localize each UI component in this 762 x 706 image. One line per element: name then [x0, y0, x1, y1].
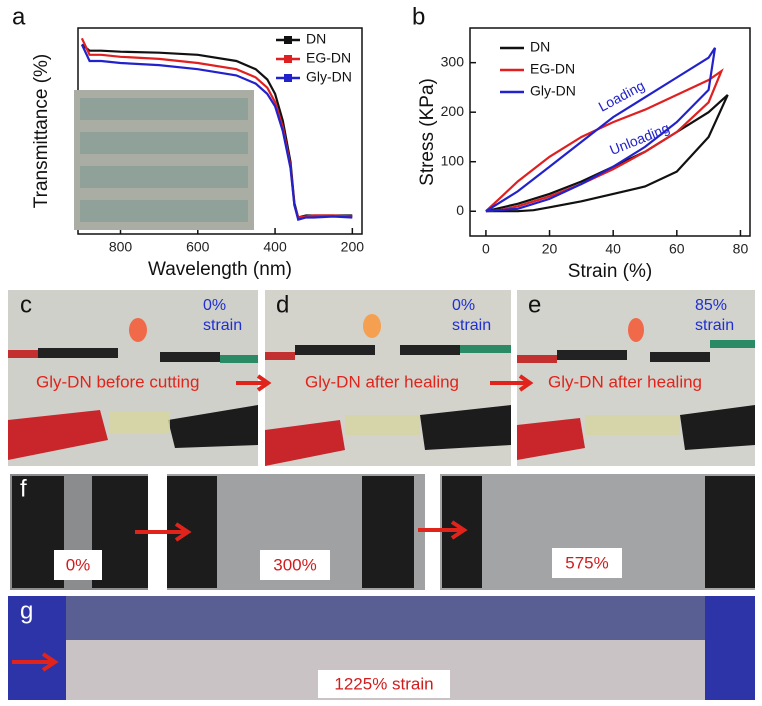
- strain-value: 0%: [203, 297, 226, 314]
- x-tick-label: 80: [733, 241, 749, 257]
- photo-g: g 1225% strain: [8, 596, 755, 700]
- panel-letter: b: [412, 3, 425, 30]
- strain-label: 300%: [273, 555, 316, 574]
- legend-label: Gly-DN: [306, 69, 352, 85]
- strain-label: 575%: [565, 553, 608, 572]
- panel-letter: c: [20, 291, 32, 318]
- arrow: [236, 374, 272, 392]
- x-tick-label: 0: [482, 241, 490, 257]
- strain-label: 1225% strain: [334, 674, 433, 693]
- strain-value: 0%: [452, 297, 475, 314]
- panel-letter: e: [528, 291, 541, 318]
- strain-label: 0%: [66, 555, 91, 574]
- legend-label: EG-DN: [306, 50, 351, 66]
- y-tick-label: 200: [441, 103, 465, 119]
- panel-letter: a: [12, 3, 26, 30]
- series-line: [485, 68, 724, 213]
- legend-marker: [284, 55, 292, 63]
- label-box: [552, 548, 622, 578]
- series-line: [80, 37, 353, 219]
- photo-row-cde: c d e 0% strain 0% strain 85% strain Gly…: [8, 290, 755, 466]
- caption: Gly-DN after healing: [548, 372, 702, 391]
- strain-value: 85%: [695, 297, 727, 314]
- label-box: [54, 550, 102, 580]
- inset-stripe: [80, 98, 248, 120]
- label-box: [260, 550, 330, 580]
- inset-stripe: [80, 200, 248, 222]
- x-axis-label: Strain (%): [568, 261, 652, 282]
- legend-label: DN: [530, 39, 550, 55]
- legend-marker: [284, 74, 292, 82]
- caption: Gly-DN before cutting: [36, 372, 199, 391]
- legend-label: Gly-DN: [530, 83, 576, 99]
- panel-letter: g: [20, 597, 33, 624]
- legend-label: DN: [306, 31, 326, 47]
- plot-frame: [469, 27, 751, 237]
- series-line: [485, 47, 717, 213]
- arrow: [12, 652, 59, 672]
- x-tick-label: 800: [109, 239, 133, 255]
- panel-letter: d: [276, 291, 289, 318]
- y-tick-label: 0: [456, 202, 464, 218]
- x-tick-label: 600: [186, 239, 210, 255]
- x-tick-label: 400: [263, 239, 287, 255]
- caption: Gly-DN after healing: [305, 372, 459, 391]
- x-tick-label: 60: [669, 241, 685, 257]
- photo-row-f: f 0% 300% 575%: [10, 474, 755, 590]
- annotation: Unloading: [607, 120, 671, 158]
- strain-word: strain: [203, 317, 242, 334]
- x-tick-label: 40: [605, 241, 621, 257]
- legend-label: EG-DN: [530, 61, 575, 77]
- series-line: [485, 94, 729, 213]
- inset-stripe: [80, 166, 248, 188]
- annotation: Loading: [596, 77, 648, 115]
- x-tick-label: 200: [341, 239, 365, 255]
- strain-word: strain: [695, 317, 734, 334]
- label-box: [318, 670, 450, 698]
- x-axis-label: Wavelength (nm): [148, 259, 292, 280]
- y-tick-label: 100: [441, 152, 465, 168]
- y-axis-label: Stress (KPa): [417, 78, 438, 186]
- x-tick-label: 20: [542, 241, 558, 257]
- y-axis-label: Transmittance (%): [31, 54, 52, 209]
- panel-letter: f: [20, 475, 27, 502]
- legend-marker: [284, 36, 292, 44]
- arrow: [418, 520, 468, 540]
- inset-stripe: [80, 132, 248, 154]
- arrow: [135, 522, 192, 542]
- y-tick-label: 300: [441, 53, 465, 69]
- strain-word: strain: [452, 317, 491, 334]
- arrow: [490, 374, 534, 392]
- photo-details: [8, 314, 755, 466]
- series-line: [80, 44, 353, 221]
